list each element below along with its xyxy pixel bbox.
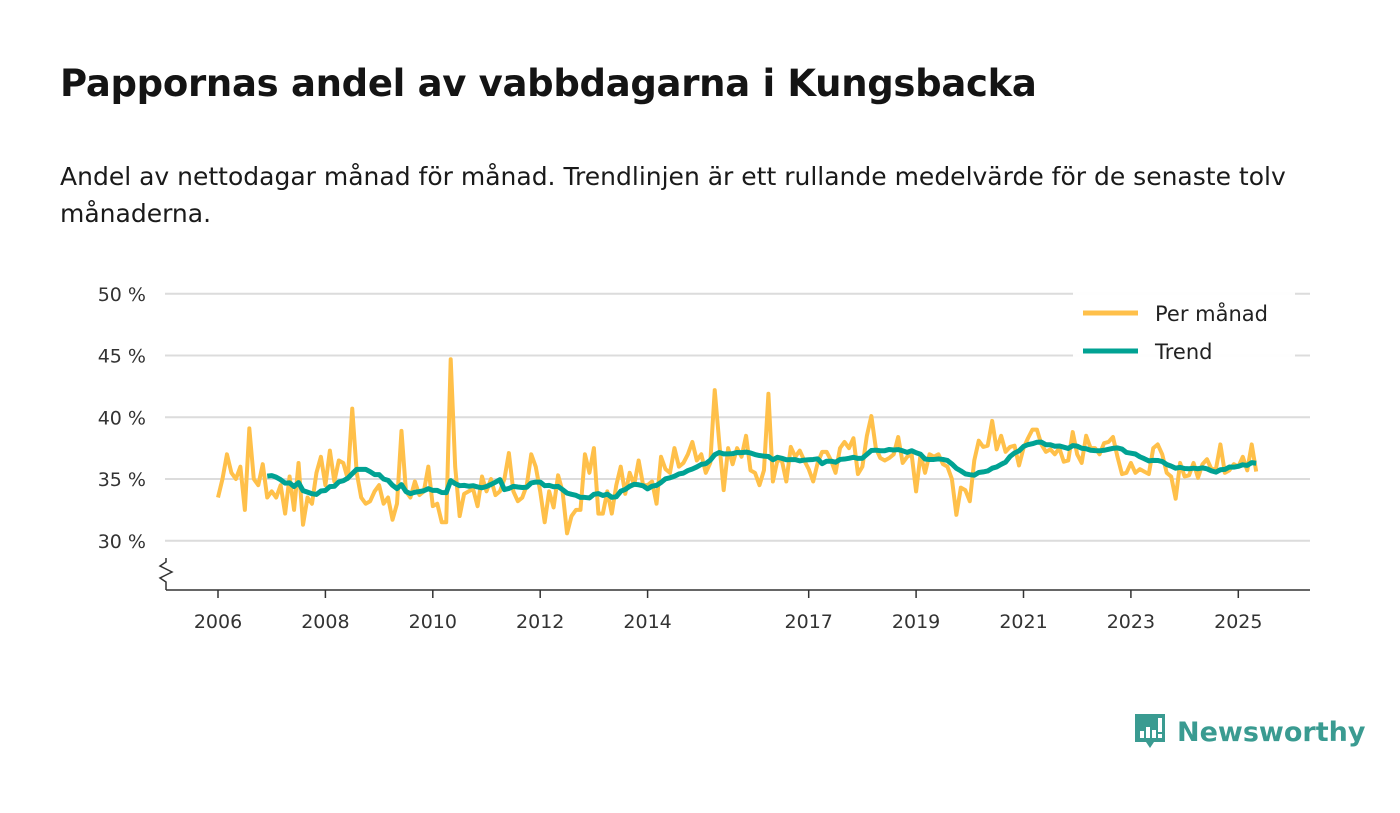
axis-break-icon: [158, 558, 174, 590]
x-tick-label: 2021: [999, 611, 1047, 633]
y-tick-label: 40 %: [98, 407, 146, 429]
x-tick-label: 2017: [785, 611, 833, 633]
y-tick-label: 30 %: [98, 531, 146, 553]
x-tick-label: 2019: [892, 611, 940, 633]
chart-subtitle: Andel av nettodagar månad för månad. Tre…: [60, 162, 1286, 228]
newsworthy-logo-icon: [1135, 714, 1165, 748]
newsworthy-logo: Newsworthy: [1133, 712, 1365, 752]
series-trend-line: [266, 439, 1257, 501]
y-tick-label: 35 %: [98, 469, 146, 491]
chart-title: Pappornas andel av vabbdagarna i Kungsba…: [60, 62, 1037, 105]
legend-box: [1073, 292, 1295, 370]
series-per-manad-line: [216, 357, 1259, 536]
y-tick-label: 45 %: [98, 346, 146, 368]
x-tick-label: 2012: [516, 611, 564, 633]
x-tick-label: 2010: [409, 611, 457, 633]
legend-label: Trend: [1154, 340, 1212, 364]
brand-name: Newsworthy: [1177, 716, 1366, 748]
x-tick-label: 2006: [194, 611, 242, 633]
x-tick-label: 2023: [1107, 611, 1155, 633]
x-tick-label: 2025: [1214, 611, 1262, 633]
x-tick-label: 2008: [301, 611, 349, 633]
legend-label: Per månad: [1155, 301, 1268, 326]
y-tick-label: 50 %: [98, 284, 146, 306]
x-tick-label: 2014: [623, 611, 671, 633]
